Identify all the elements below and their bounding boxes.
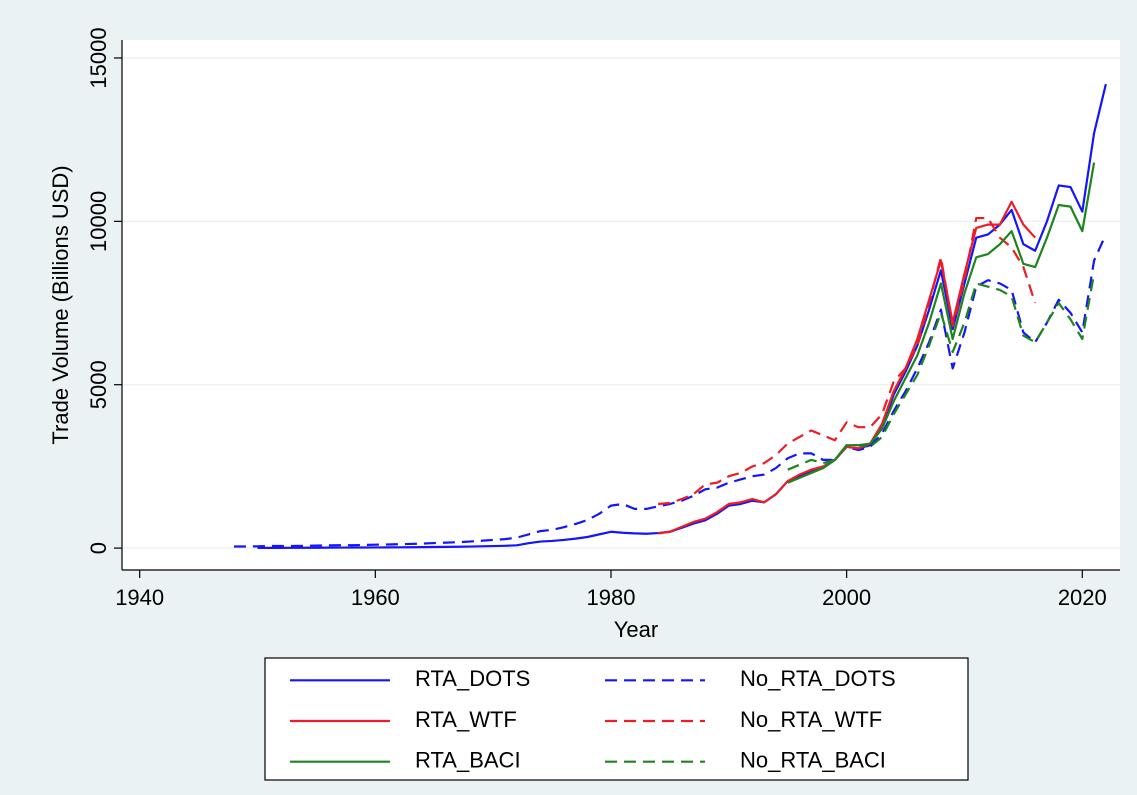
series-line — [787, 162, 1096, 484]
legend-label: No_RTA_BACI — [740, 747, 886, 772]
legend-box — [264, 657, 969, 781]
y-tick-label: 15000 — [86, 27, 111, 88]
y-tick-label: 0 — [86, 542, 111, 554]
x-tick-label: 1940 — [115, 585, 164, 610]
series-line — [787, 273, 1096, 471]
series-line — [658, 216, 1037, 506]
x-tick-label: 1960 — [351, 585, 400, 610]
y-tick-label: 10000 — [86, 191, 111, 252]
x-tick-label: 1980 — [587, 585, 636, 610]
y-tick-label: 5000 — [86, 360, 111, 409]
x-tick-label: 2000 — [822, 585, 871, 610]
legend-label: No_RTA_DOTS — [740, 666, 896, 691]
legend-label: RTA_DOTS — [415, 666, 530, 691]
x-axis-title: Year — [614, 617, 658, 642]
y-axis-title: Trade Volume (Billions USD) — [48, 165, 73, 444]
plot-area — [122, 40, 1120, 570]
x-tick-label: 2020 — [1058, 585, 1107, 610]
legend-label: No_RTA_WTF — [740, 707, 882, 732]
legend-label: RTA_WTF — [415, 707, 517, 732]
legend-label: RTA_BACI — [415, 747, 521, 772]
